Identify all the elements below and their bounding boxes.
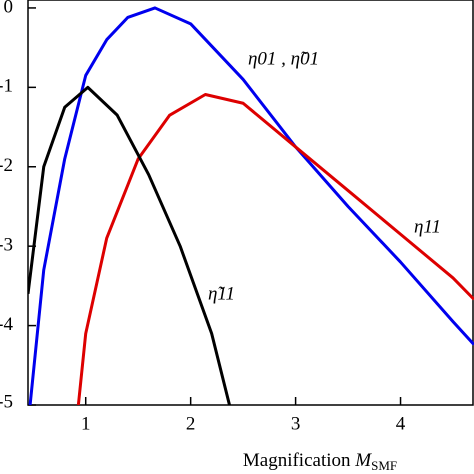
x-label-text: Magnification [243,450,351,471]
x-tick-label: 4 [396,413,406,434]
x-label-sub: SMF [371,458,397,473]
x-label-symbol: M [354,450,372,471]
curve-label: η01 , η̃01 [248,48,319,69]
curve-label: η̃11 [208,283,235,304]
y-tick-label: -5 [0,391,13,412]
y-tick-label: -3 [0,235,13,256]
plot-frame [27,0,474,406]
curve [28,85,231,405]
y-tick-label: -2 [0,155,13,176]
curve [76,93,474,405]
curve [28,6,474,405]
x-tick-label: 1 [81,413,91,434]
x-axis-label: Magnification MSMF [243,450,397,473]
x-tick-label: 2 [186,413,196,434]
y-tick-label: 0 [4,0,14,17]
curve-label: η11 [414,216,441,237]
x-tick-label: 3 [291,413,301,434]
y-tick-label: -1 [0,76,13,97]
y-tick-label: -4 [0,314,13,335]
